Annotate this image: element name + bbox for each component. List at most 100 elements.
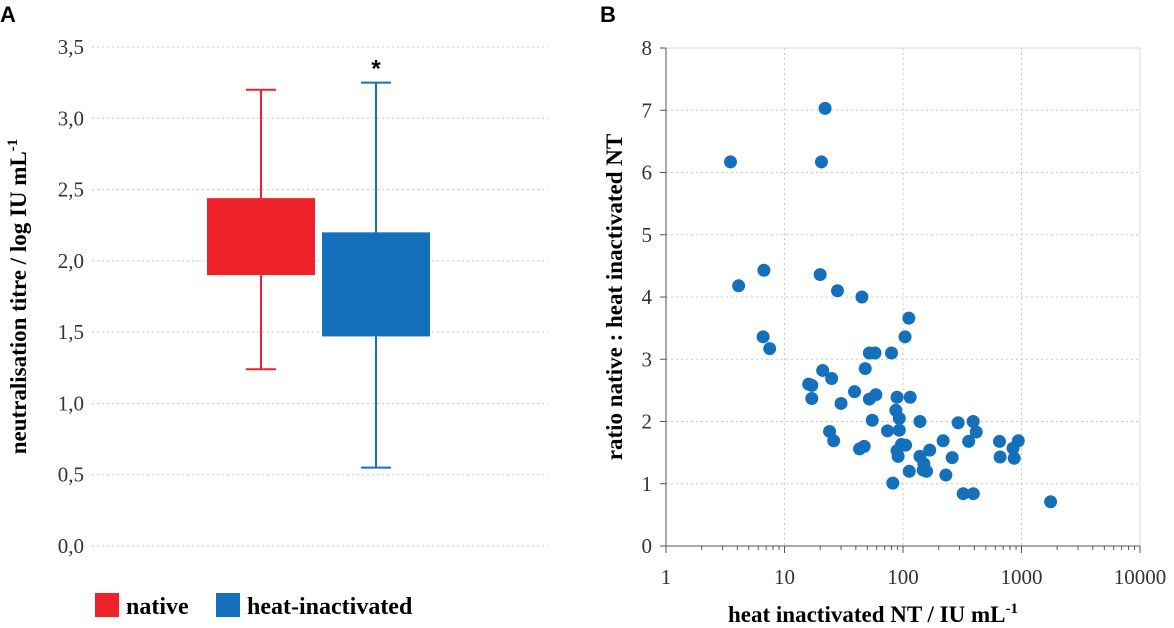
scatter-plot-y-tick-label: 3 [642, 347, 653, 371]
scatter-plot-y-tick-label: 2 [642, 410, 653, 434]
scatter-point [969, 425, 983, 439]
box-plot-y-axis-title-superscript: -1 [5, 139, 21, 152]
scatter-point [892, 411, 906, 425]
scatter-point [848, 385, 862, 399]
scatter-plot-x-tick-label: 100 [887, 565, 919, 589]
box-interquartile [207, 198, 315, 276]
scatter-plot-y-tick-label: 1 [642, 472, 653, 496]
scatter-point [923, 443, 937, 457]
scatter-point [1007, 451, 1021, 465]
box-plot-y-tick-label: 1,0 [58, 391, 84, 415]
scatter-point [869, 388, 883, 402]
box-native [207, 88, 315, 371]
scatter-point [818, 101, 832, 115]
box-plot-y-tick-label: 2,5 [58, 178, 84, 202]
box-plot-panel: 0,0 0,5 1,0 1,5 2,0 2,5 3,0 3,5 * neutralisatio… [5, 35, 548, 558]
legend-label-heat-inactivated: heat-inactivated [247, 594, 413, 620]
scatter-plot-axes [660, 47, 1141, 553]
box-plot-y-tick-label: 0,0 [58, 534, 84, 558]
scatter-point [830, 284, 844, 298]
legend-label-native: native [126, 594, 189, 620]
scatter-plot-x-tick-label: 10 [774, 565, 795, 589]
scatter-plot-x-tick-labels: 1 10 100 1000 10000 [661, 565, 1167, 589]
scatter-plot-x-axis-title: heat inactivated NT / IU mL-1 [728, 601, 1018, 627]
scatter-point [827, 434, 841, 448]
scatter-point [723, 155, 737, 169]
scatter-plot-y-tick-label: 7 [642, 98, 653, 122]
box-heat-inactivated [322, 81, 430, 469]
legend: native heat-inactivated [95, 593, 413, 620]
scatter-point [813, 268, 827, 282]
significance-marker: * [371, 56, 381, 83]
scatter-plot-y-tick-labels: 0 1 2 3 4 5 6 7 8 [642, 36, 653, 558]
scatter-plot-x-tick-label: 1000 [1001, 565, 1043, 589]
box-plot-series [207, 81, 430, 469]
scatter-point [913, 415, 927, 428]
scatter-point [757, 263, 771, 277]
scatter-point [945, 451, 959, 465]
scatter-point [962, 434, 976, 448]
scatter-point [890, 390, 904, 404]
box-plot-y-axis-title: neutralisation titre / log IU mL-1 [5, 139, 31, 455]
scatter-point [993, 450, 1007, 464]
box-plot-y-tick-labels: 0,0 0,5 1,0 1,5 2,0 2,5 3,0 3,5 [58, 35, 84, 558]
scatter-point [865, 413, 879, 427]
panel-a-letter: A [0, 2, 16, 27]
scatter-plot-y-axis-title: ratio native : heat inactivated NT [602, 134, 627, 460]
scatter-point [992, 434, 1006, 448]
scatter-plot-y-tick-label: 6 [642, 161, 653, 185]
box-plot-y-tick-label: 3,0 [58, 106, 84, 130]
scatter-point [816, 363, 830, 377]
scatter-point [825, 372, 839, 386]
scatter-point [834, 396, 848, 410]
scatter-point [881, 424, 895, 438]
scatter-point [902, 311, 916, 325]
scatter-point [1044, 495, 1058, 509]
scatter-point [763, 342, 777, 356]
scatter-point [951, 416, 965, 430]
scatter-plot-y-tick-label: 5 [642, 223, 653, 247]
box-plot-y-tick-label: 3,5 [58, 35, 84, 59]
box-plot-gridlines [92, 46, 548, 547]
scatter-point [891, 449, 905, 463]
scatter-point [855, 290, 869, 304]
box-plot-y-tick-label: 2,0 [58, 249, 84, 273]
box-plot-y-axis-title-main: neutralisation titre / log IU mL [6, 151, 31, 454]
scatter-point [916, 463, 930, 477]
panel-b-letter: B [600, 2, 616, 27]
scatter-point [885, 346, 899, 360]
scatter-point [892, 423, 906, 437]
legend-swatch-heat-inactivated [216, 593, 240, 617]
scatter-plot-x-tick-label: 1 [661, 565, 672, 589]
scatter-point [966, 487, 980, 501]
scatter-point [956, 487, 970, 501]
scatter-point [756, 330, 770, 344]
scatter-point [1011, 434, 1025, 448]
scatter-point [857, 439, 871, 453]
scatter-plot-x-axis-title-superscript: -1 [1006, 601, 1019, 617]
legend-swatch-native [95, 593, 119, 617]
scatter-point [936, 434, 950, 448]
scatter-plot-y-tick-label: 8 [642, 36, 653, 60]
scatter-plot-x-axis-title-main: heat inactivated NT / IU mL [728, 602, 1006, 627]
scatter-point [805, 378, 819, 392]
scatter-plot-y-tick-label: 4 [642, 285, 653, 309]
scatter-point [805, 391, 819, 405]
scatter-point [903, 390, 917, 404]
scatter-plot-x-tick-label: 10000 [1114, 565, 1167, 589]
scatter-point [898, 330, 912, 344]
scatter-point [732, 279, 746, 293]
scatter-plot-y-tick-label: 0 [642, 534, 653, 558]
scatter-plot-points [723, 101, 1058, 509]
scatter-point [858, 362, 872, 376]
box-plot-y-tick-label: 0,5 [58, 463, 84, 487]
scatter-point [814, 155, 828, 169]
scatter-point [939, 468, 953, 482]
box-plot-y-tick-label: 1,5 [58, 320, 84, 344]
scatter-point [902, 464, 916, 478]
scatter-point [868, 346, 882, 360]
box-interquartile [322, 232, 430, 337]
scatter-point [886, 476, 900, 490]
